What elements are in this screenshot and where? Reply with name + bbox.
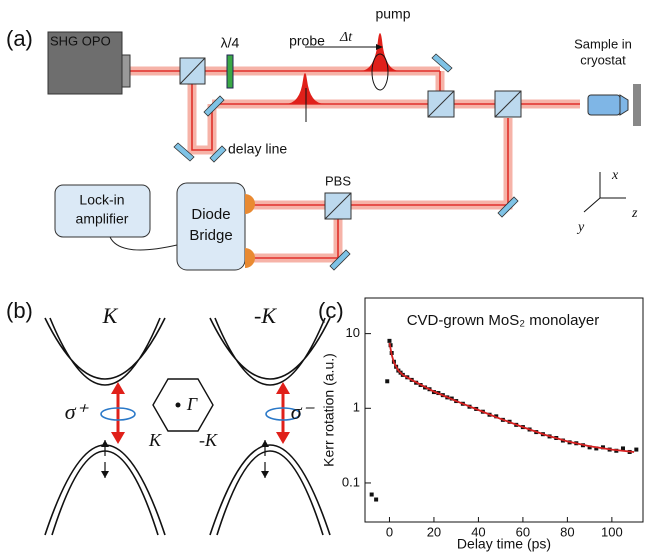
data-point [385, 379, 390, 384]
polarization-label: σ⁺ [65, 399, 90, 424]
y-tick-label: 1 [353, 400, 360, 415]
x-tick-label: 80 [560, 524, 574, 539]
x-tick-label: 60 [516, 524, 530, 539]
lockin-label: amplifier [76, 211, 129, 227]
waveplate-label: λ/4 [221, 35, 240, 51]
plot-frame [364, 297, 644, 523]
panel-label: (a) [6, 26, 33, 51]
sample-label: cryostat [580, 52, 626, 67]
data-point [587, 445, 592, 450]
data-point [387, 338, 392, 343]
polarization-label: σ⁻ [291, 399, 316, 424]
corner-label: -K [199, 430, 218, 450]
data-point [369, 492, 374, 497]
pbs-label: PBS [325, 173, 351, 188]
delay-label: Δt [339, 30, 353, 45]
y-tick-label: 10 [346, 325, 360, 340]
x-tick-label: 100 [601, 524, 623, 539]
fit-line [388, 342, 635, 453]
delay-line-label: delay line [228, 141, 287, 157]
data-point [634, 447, 639, 452]
x-tick-label: 20 [427, 524, 441, 539]
x-tick-label: 0 [386, 524, 393, 539]
axis-label: y [576, 220, 585, 235]
pump-label: pump [375, 6, 410, 22]
bridge-label: Bridge [189, 227, 232, 244]
panel-a: (a) SHG OPO λ/4 probe Δt pump delay line… [6, 6, 641, 271]
gamma-label: Γ [186, 394, 198, 414]
data-point [374, 497, 379, 502]
bridge-label: Diode [191, 206, 230, 223]
laser [47, 31, 123, 95]
panel-label: (b) [6, 298, 33, 323]
panel-c: (c) CVD-grown MoS₂ monolayer Delay time … [318, 297, 644, 552]
valley-label: -K [254, 303, 277, 328]
chart-title: CVD-grown MoS₂ monolayer [407, 312, 600, 329]
probe-label: probe [289, 33, 325, 49]
y-axis-label: Kerr rotation (a.u.) [321, 353, 337, 467]
data-point [594, 446, 599, 451]
data-point [600, 445, 605, 450]
axis-label: x [611, 168, 619, 183]
y-tick-label: 0.1 [342, 474, 360, 489]
lockin-label: Lock-in [79, 192, 124, 208]
sample-label: Sample in [574, 36, 632, 51]
corner-label: K [148, 430, 162, 450]
panel-b: (b) K -K σ⁺ σ⁻ Γ K -K [6, 298, 331, 536]
x-tick-label: 40 [471, 524, 485, 539]
valley-label: K [102, 303, 119, 328]
data-point [620, 446, 625, 451]
x-axis-label: Delay time (ps) [457, 536, 551, 552]
axis-label: z [631, 206, 638, 221]
panel-label: (c) [318, 298, 344, 323]
laser-label: SHG OPO [50, 33, 111, 48]
